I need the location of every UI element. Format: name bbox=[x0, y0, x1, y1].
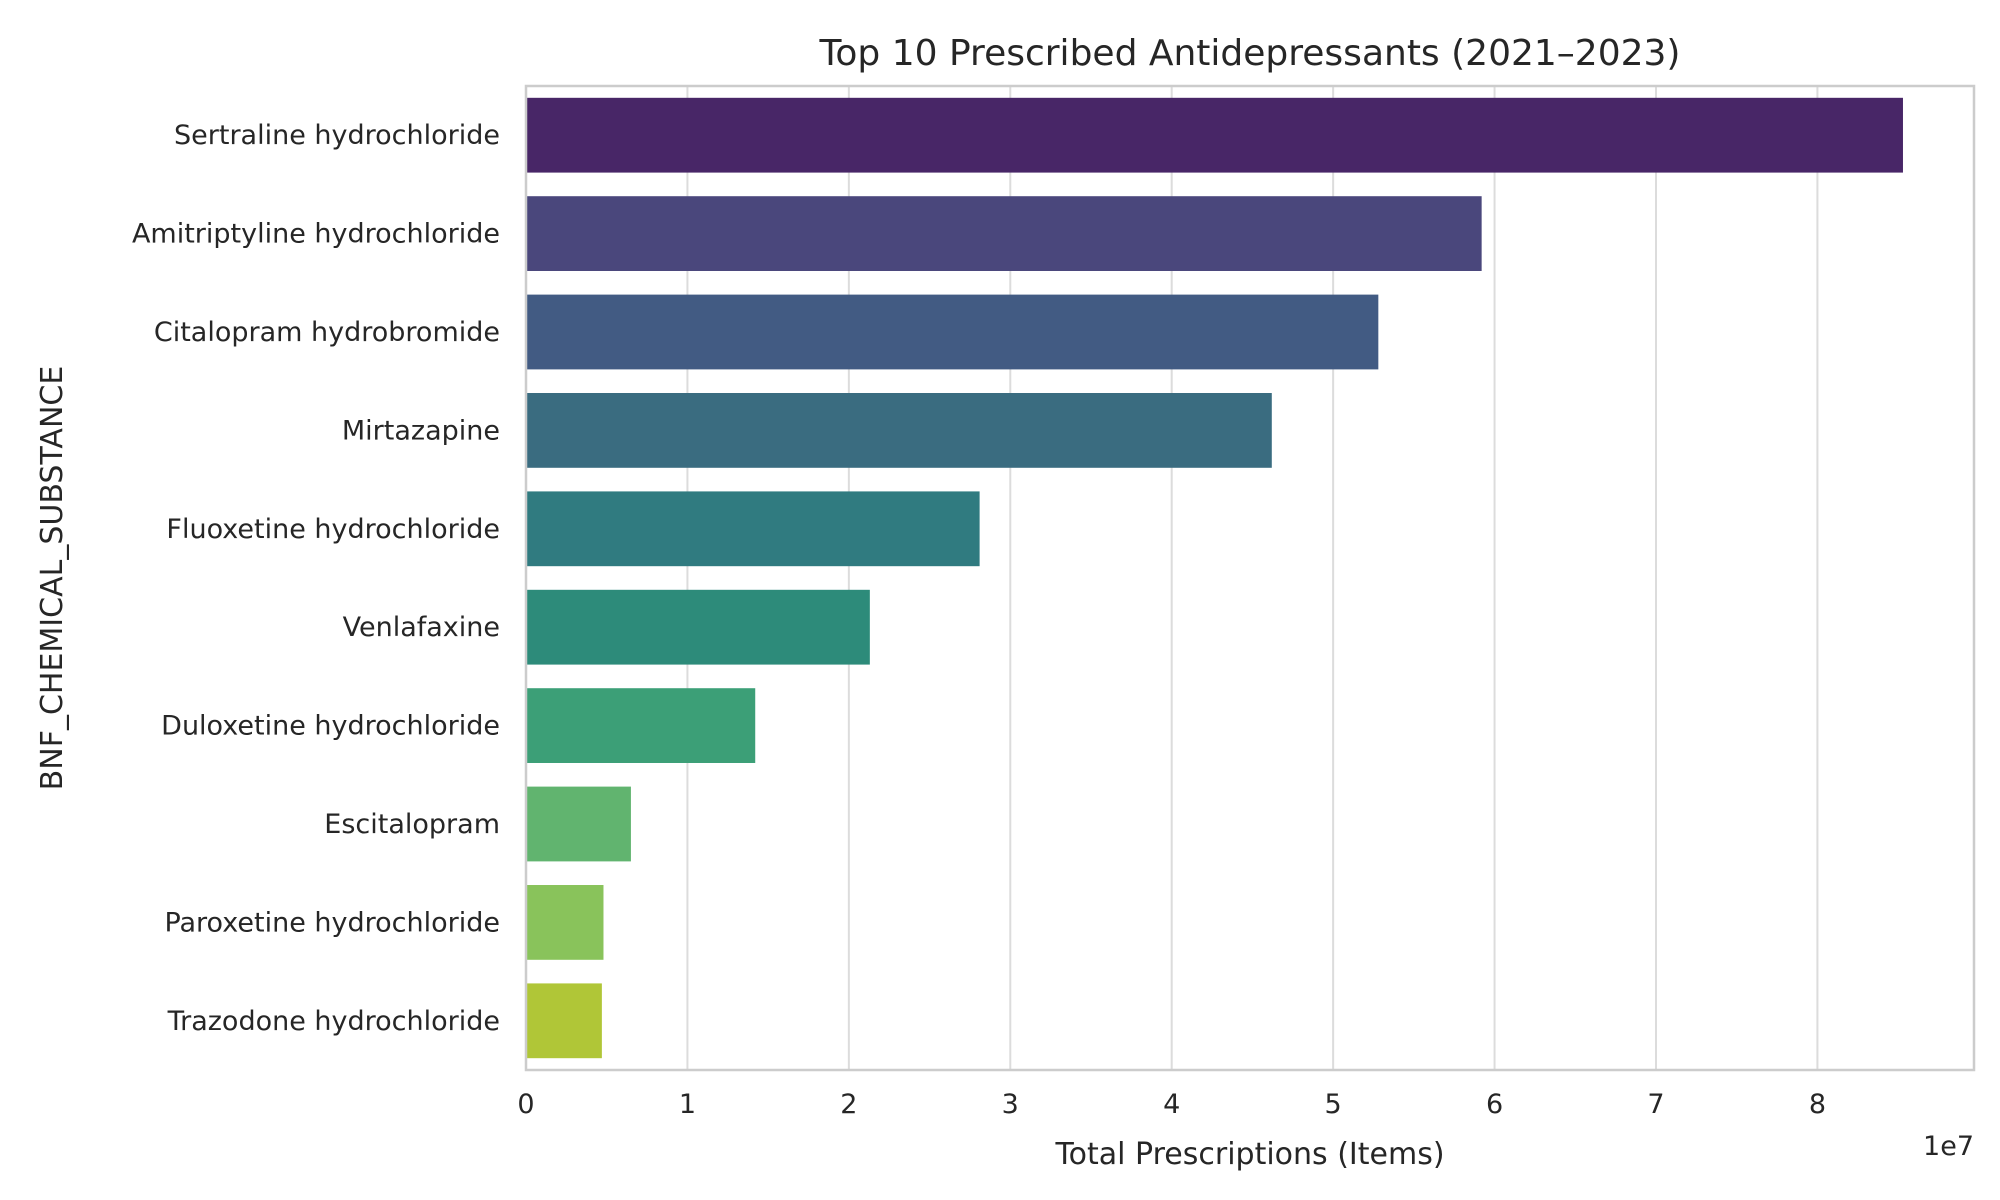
bars bbox=[526, 97, 1903, 1059]
y-tick-label: Fluoxetine hydrochloride bbox=[166, 514, 500, 545]
bar bbox=[526, 294, 1379, 370]
x-tick-label: 2 bbox=[840, 1089, 857, 1120]
y-tick-label: Mirtazapine bbox=[342, 415, 500, 446]
bar bbox=[526, 983, 602, 1059]
bar bbox=[526, 491, 980, 567]
y-tick-labels: Sertraline hydrochloride Amitriptyline hy… bbox=[132, 120, 500, 1037]
y-tick-label: Citalopram hydrobromide bbox=[154, 317, 500, 348]
bar bbox=[526, 885, 604, 960]
y-axis-label: BNF_CHEMICAL_SUBSTANCE bbox=[35, 366, 70, 791]
x-tick-label: 6 bbox=[1486, 1089, 1503, 1120]
bar bbox=[526, 196, 1482, 271]
y-tick-label: Paroxetine hydrochloride bbox=[164, 907, 500, 938]
x-tick-label: 1 bbox=[679, 1089, 696, 1120]
x-tick-labels: 0 1 2 3 4 5 6 7 8 bbox=[517, 1089, 1826, 1120]
y-tick-label: Duloxetine hydrochloride bbox=[161, 711, 500, 742]
bar bbox=[526, 393, 1272, 468]
y-tick-label: Sertraline hydrochloride bbox=[174, 120, 500, 151]
plot-frame bbox=[524, 84, 1976, 1072]
y-tick-label: Trazodone hydrochloride bbox=[167, 1006, 500, 1037]
x-tick-label: 5 bbox=[1325, 1089, 1342, 1120]
bar bbox=[526, 786, 631, 862]
x-tick-label: 0 bbox=[517, 1089, 534, 1120]
y-tick-label: Escitalopram bbox=[324, 809, 500, 840]
chart-title: Top 10 Prescribed Antidepressants (2021–… bbox=[819, 33, 1681, 74]
x-tick-label: 8 bbox=[1809, 1089, 1826, 1120]
bar bbox=[526, 589, 870, 665]
x-tick-label: 3 bbox=[1002, 1089, 1019, 1120]
bar bbox=[526, 97, 1903, 173]
x-axis-scale-label: 1e7 bbox=[1923, 1131, 1974, 1162]
x-tick-label: 4 bbox=[1163, 1089, 1180, 1120]
x-axis-label: Total Prescriptions (Items) bbox=[1054, 1137, 1444, 1172]
x-tick-label: 7 bbox=[1647, 1089, 1664, 1120]
bar bbox=[526, 688, 756, 763]
y-tick-label: Venlafaxine bbox=[343, 612, 500, 643]
y-tick-label: Amitriptyline hydrochloride bbox=[132, 219, 500, 250]
